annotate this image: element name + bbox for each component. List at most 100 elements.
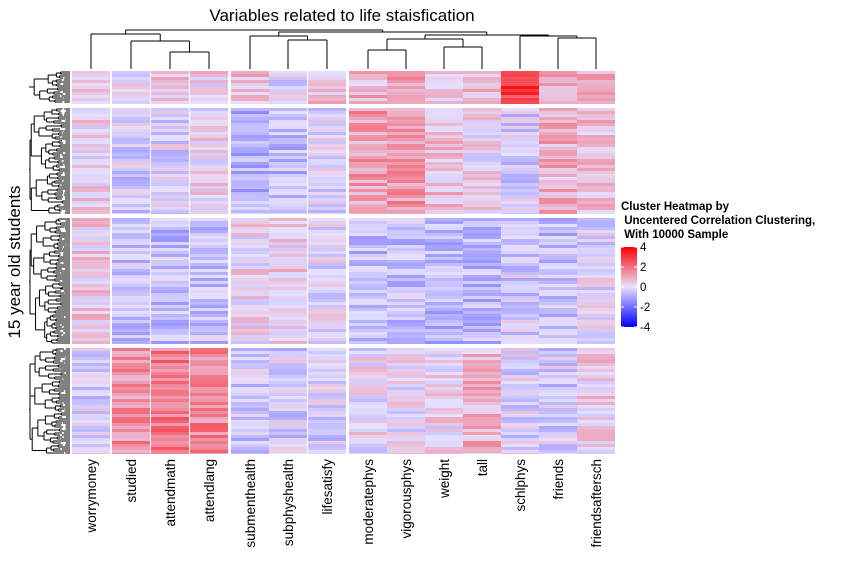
heatmap-cell	[425, 150, 463, 153]
heatmap-cell	[577, 165, 615, 168]
heatmap-cell	[308, 444, 346, 447]
heatmap-cell	[425, 117, 463, 120]
heatmap-cell	[425, 296, 463, 299]
heatmap-cell	[308, 329, 346, 332]
heatmap-cell	[539, 138, 577, 141]
heatmap-cell	[463, 290, 501, 293]
heatmap-cell	[349, 101, 387, 104]
heatmap-cell	[387, 150, 425, 153]
heatmap-cell	[539, 354, 577, 357]
heatmap-cell	[463, 384, 501, 387]
heatmap-cell	[425, 354, 463, 357]
heatmap-cell	[151, 393, 189, 396]
heatmap-cell	[349, 165, 387, 168]
heatmap-cell	[425, 71, 463, 74]
heatmap-cell	[151, 210, 189, 213]
heatmap-cell	[539, 192, 577, 195]
heatmap-cell	[72, 281, 110, 284]
heatmap-cell	[231, 165, 269, 168]
heatmap-cell	[151, 236, 189, 239]
heatmap-cell	[151, 192, 189, 195]
heatmap-cell	[425, 218, 463, 221]
heatmap-cell	[72, 210, 110, 213]
heatmap-cell	[349, 210, 387, 213]
heatmap-cell	[231, 441, 269, 444]
heatmap-cell	[425, 314, 463, 317]
heatmap-cell	[151, 207, 189, 210]
heatmap-cell	[425, 272, 463, 275]
heatmap-cell	[231, 329, 269, 332]
heatmap-cell	[349, 204, 387, 207]
heatmap-cell	[112, 213, 150, 214]
heatmap-cell	[501, 384, 539, 387]
heatmap-cell	[112, 354, 150, 357]
heatmap-cell	[112, 435, 150, 438]
heatmap-cell	[577, 120, 615, 123]
heatmap-cell	[308, 384, 346, 387]
heatmap-cell	[425, 263, 463, 266]
heatmap-cell	[501, 266, 539, 269]
heatmap-cell	[112, 204, 150, 207]
column-label-submenthealth: submenthealth	[243, 459, 258, 548]
heatmap-cell	[577, 183, 615, 186]
heatmap-cell	[425, 284, 463, 287]
heatmap-cell	[349, 317, 387, 320]
heatmap-cell	[112, 399, 150, 402]
heatmap-cell	[577, 147, 615, 150]
heatmap-cell	[349, 201, 387, 204]
heatmap-cell	[112, 132, 150, 135]
heatmap-cell	[308, 369, 346, 372]
heatmap-cell	[349, 399, 387, 402]
heatmap-cell	[308, 390, 346, 393]
heatmap-cell	[151, 77, 189, 80]
heatmap-cell	[387, 366, 425, 369]
heatmap-cell	[269, 101, 307, 104]
heatmap-cell	[539, 89, 577, 92]
heatmap-cell	[463, 378, 501, 381]
heatmap-cell	[463, 348, 501, 351]
heatmap-cell	[190, 305, 228, 308]
heatmap-cell	[501, 423, 539, 426]
heatmap-cell	[349, 242, 387, 245]
heatmap-cell	[308, 320, 346, 323]
heatmap-cell	[72, 233, 110, 236]
heatmap-cell	[72, 245, 110, 248]
heatmap-cell	[349, 335, 387, 338]
heatmap-cell	[112, 126, 150, 129]
heatmap-cell	[112, 402, 150, 405]
heatmap-cell	[151, 165, 189, 168]
heatmap-cell	[501, 417, 539, 420]
heatmap-cell	[269, 204, 307, 207]
heatmap-cell	[72, 171, 110, 174]
heatmap-cell	[463, 447, 501, 450]
heatmap-cell	[72, 396, 110, 399]
heatmap-cell	[387, 141, 425, 144]
heatmap-cell	[72, 89, 110, 92]
heatmap-cell	[269, 77, 307, 80]
heatmap-cell	[151, 441, 189, 444]
heatmap-cell	[269, 299, 307, 302]
heatmap-cell	[387, 414, 425, 417]
heatmap-cell	[151, 290, 189, 293]
heatmap-cell	[501, 183, 539, 186]
heatmap-cell	[308, 441, 346, 444]
heatmap-cell	[463, 354, 501, 357]
heatmap-cell	[387, 201, 425, 204]
heatmap-cell	[190, 236, 228, 239]
heatmap-cell	[501, 227, 539, 230]
heatmap-cell	[463, 281, 501, 284]
heatmap-cell	[349, 432, 387, 435]
heatmap-cell	[463, 111, 501, 114]
heatmap-cell	[112, 230, 150, 233]
heatmap-cell	[387, 360, 425, 363]
heatmap-cell	[308, 165, 346, 168]
heatmap-cell	[112, 438, 150, 441]
heatmap-cell	[190, 432, 228, 435]
heatmap-cell	[577, 174, 615, 177]
heatmap-cell	[72, 275, 110, 278]
heatmap-cell	[190, 230, 228, 233]
heatmap-cell	[190, 450, 228, 453]
heatmap-cell	[190, 239, 228, 242]
heatmap-cell	[112, 348, 150, 351]
heatmap-cell	[112, 317, 150, 320]
